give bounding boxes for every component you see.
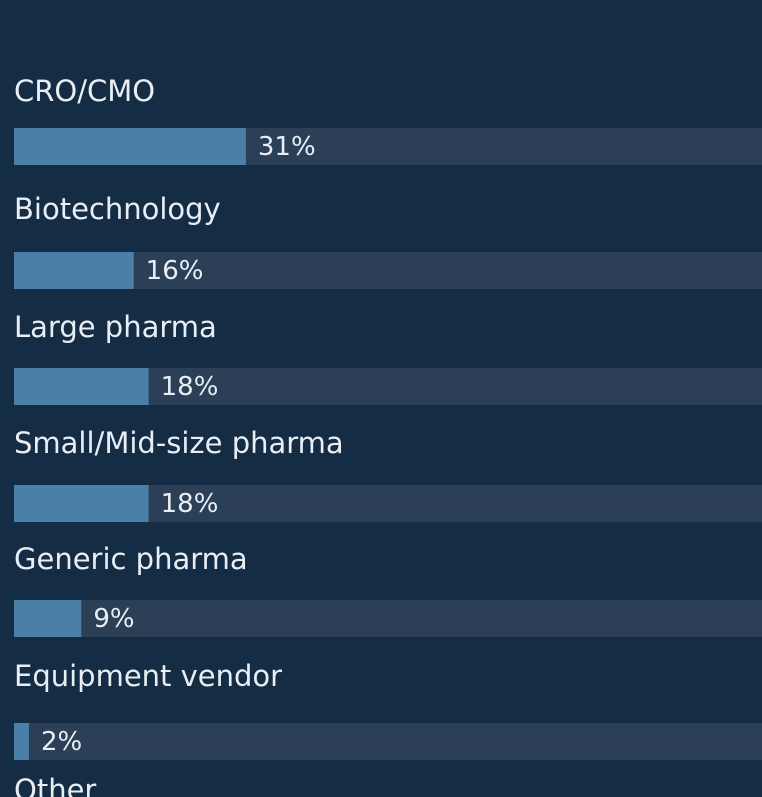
bar-track [14, 723, 762, 760]
value-label: 18% [161, 372, 219, 402]
value-label: 18% [161, 489, 219, 519]
value-label: 2% [41, 727, 82, 757]
bar-track [14, 252, 762, 289]
category-label: Small/Mid-size pharma [14, 426, 344, 460]
category-label: Generic pharma [14, 542, 248, 576]
category-label: Other [14, 773, 96, 797]
bar [14, 723, 29, 760]
bar [14, 128, 246, 165]
bar [14, 252, 134, 289]
value-label: 31% [258, 132, 316, 162]
category-label: Large pharma [14, 310, 217, 344]
bar [14, 600, 82, 637]
bar [14, 368, 149, 405]
category-label: Equipment vendor [14, 659, 282, 693]
bar [14, 485, 149, 522]
category-label: Biotechnology [14, 192, 221, 226]
category-label: CRO/CMO [14, 74, 155, 108]
value-label: 9% [93, 604, 134, 634]
bar-track [14, 600, 762, 637]
value-label: 16% [146, 256, 204, 286]
